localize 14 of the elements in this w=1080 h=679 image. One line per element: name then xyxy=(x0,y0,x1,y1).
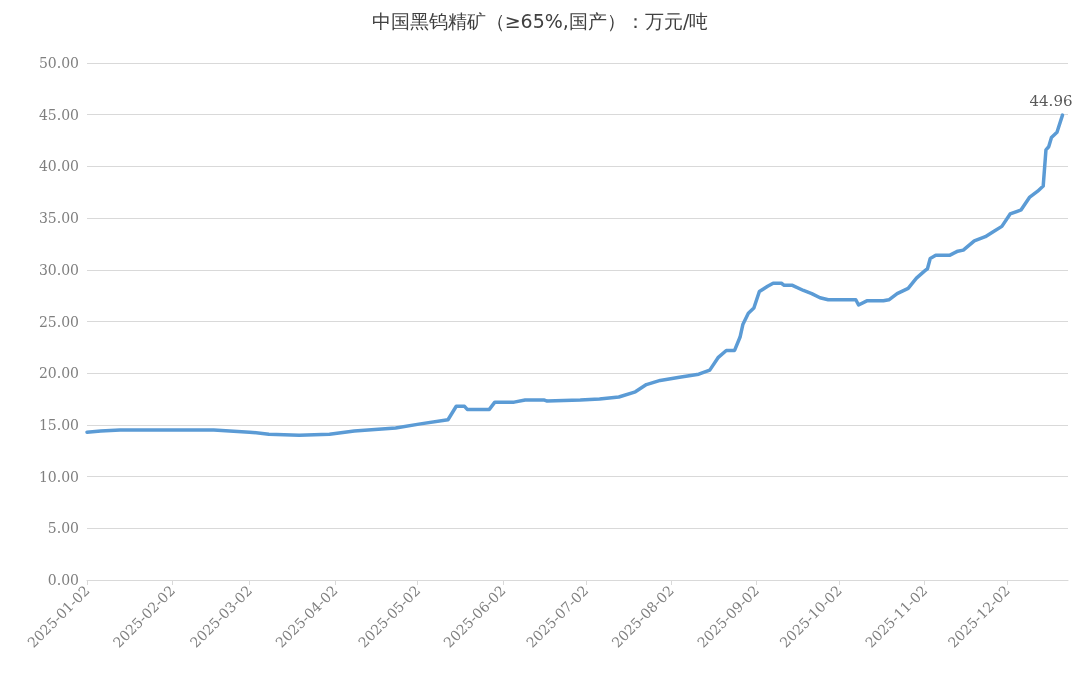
y-tick-label: 35.00 xyxy=(38,210,79,227)
y-tick-label: 40.00 xyxy=(38,158,79,175)
y-tick-label: 15.00 xyxy=(38,416,79,433)
y-tick-label: 25.00 xyxy=(38,313,79,330)
chart-title: 中国黑钨精矿（≥65%,国产）：万元/吨 xyxy=(371,9,709,32)
y-tick-label: 50.00 xyxy=(38,55,79,71)
y-tick-label: 20.00 xyxy=(38,365,79,382)
y-tick-label: 0.00 xyxy=(47,572,79,588)
line-series xyxy=(85,113,1065,437)
data-label: 44.96 xyxy=(1029,91,1073,110)
y-tick-label: 5.00 xyxy=(47,520,79,537)
y-tick-label: 10.00 xyxy=(38,468,79,485)
y-tick-label: 45.00 xyxy=(38,106,79,123)
y-tick-label: 30.00 xyxy=(38,261,79,278)
